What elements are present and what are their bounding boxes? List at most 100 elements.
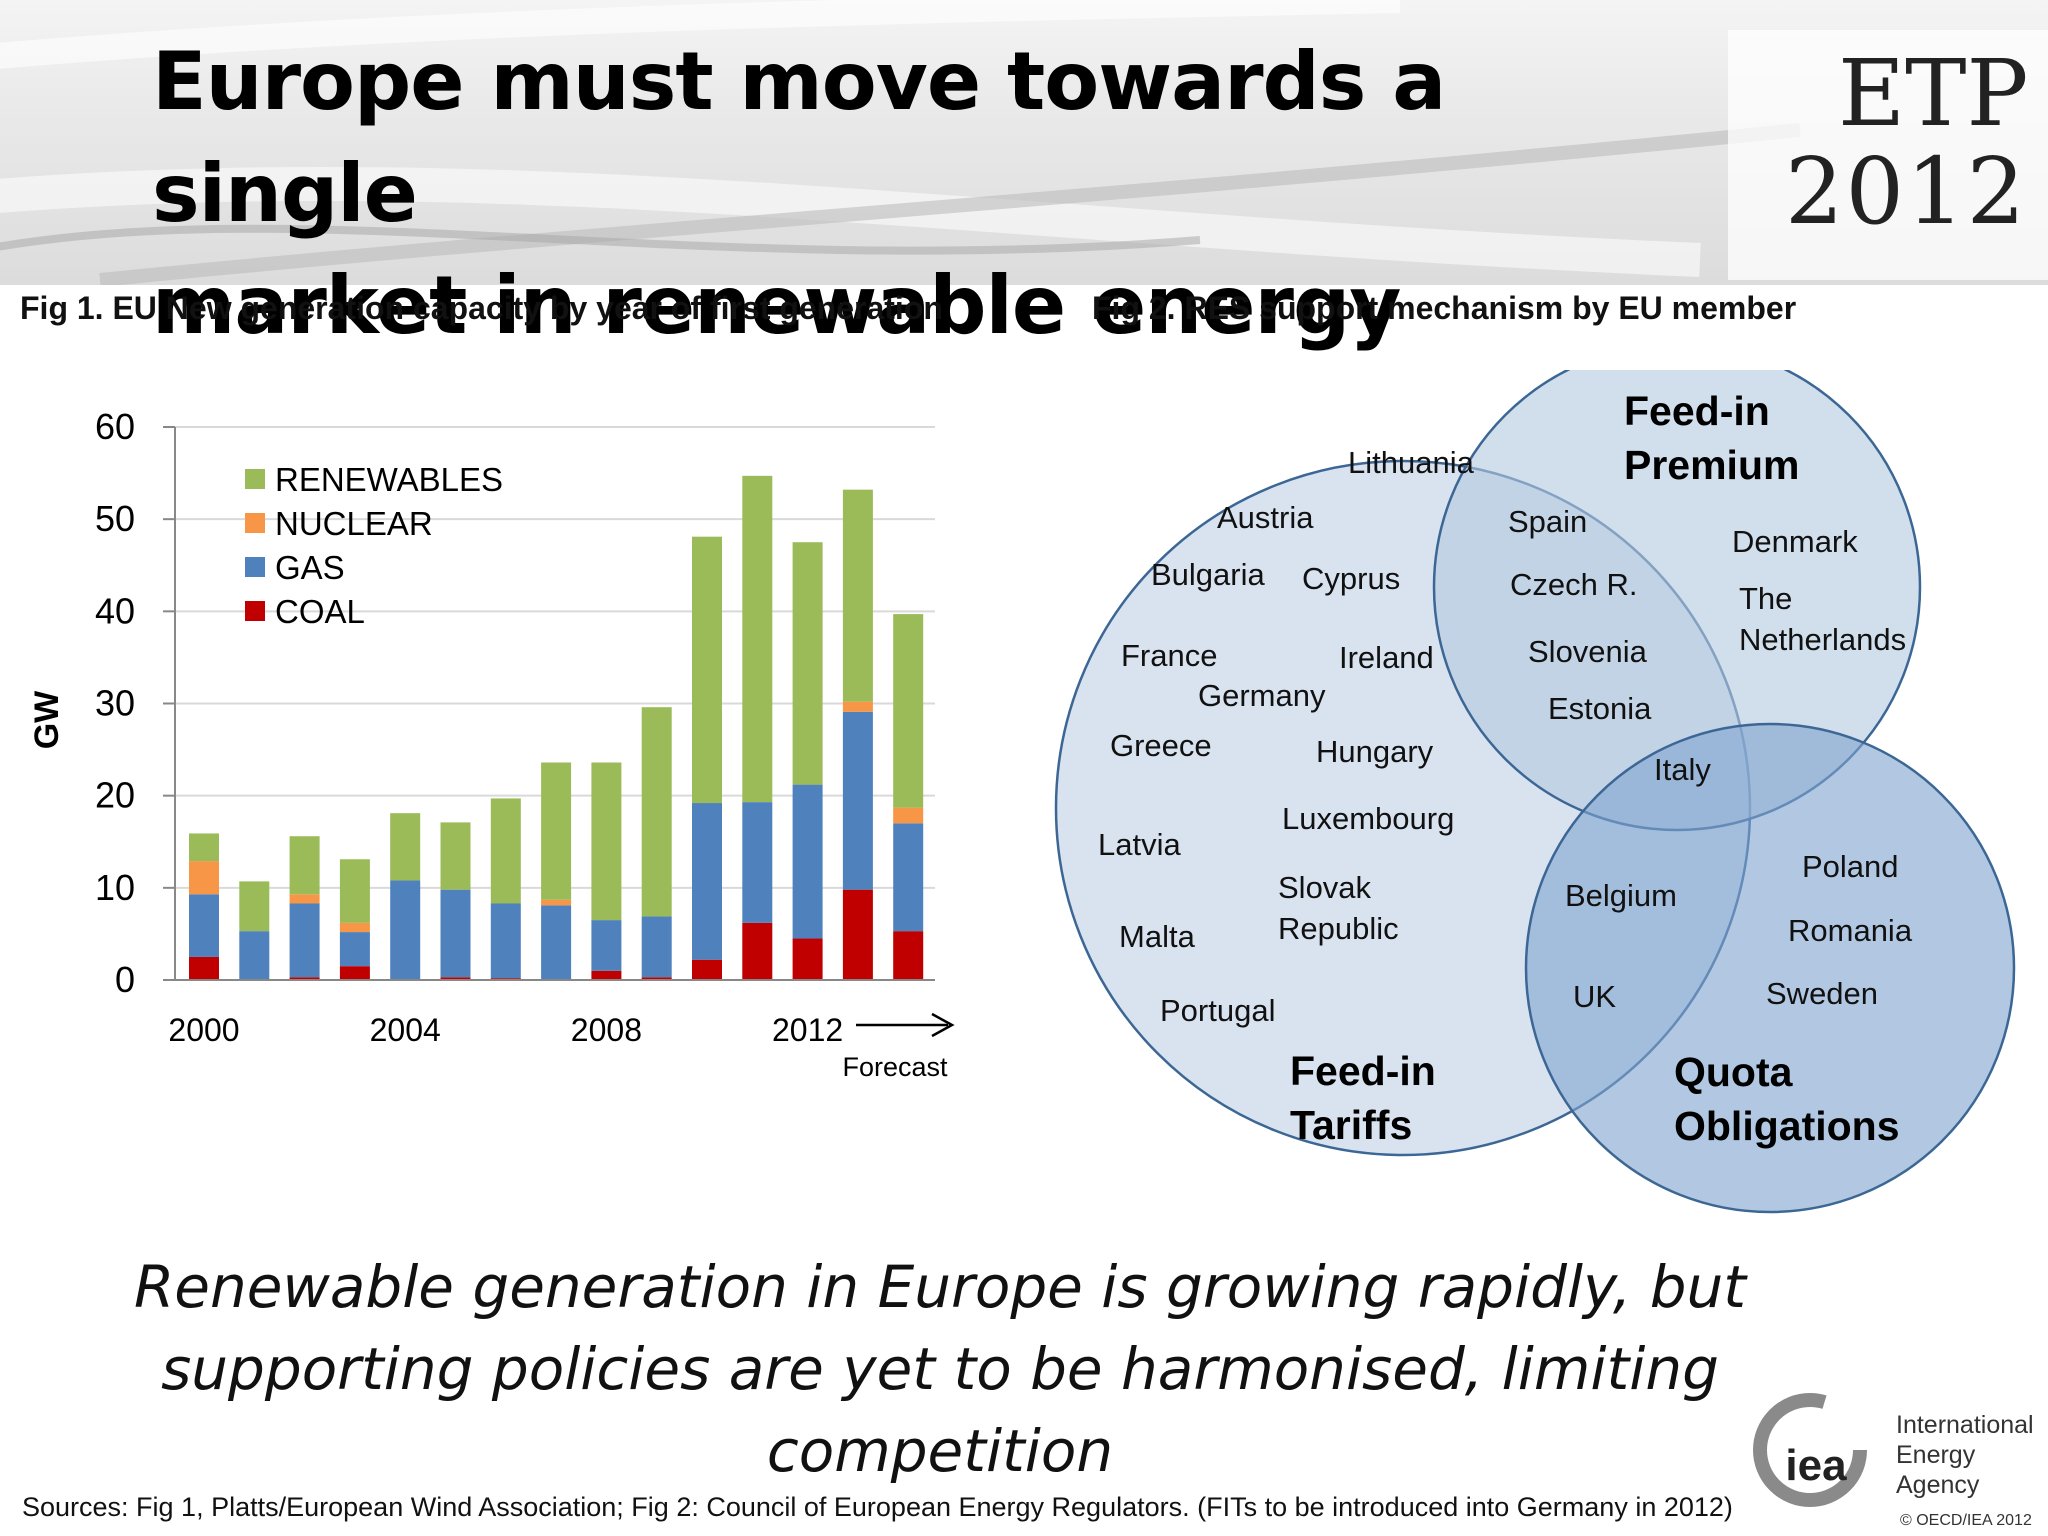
chart-axes: 0 10 20 30 40 50 60 2000 2004 2008 2012 (95, 406, 935, 1048)
venn-country-uk: UK (1573, 979, 1616, 1014)
bar-segment-coal-2008 (591, 970, 622, 980)
venn-country-ireland: Ireland (1339, 640, 1434, 675)
iea-name: International Energy Agency (1896, 1410, 2048, 1500)
bar-segment-coal-2010 (692, 959, 722, 980)
bar-segment-gas-2007 (541, 905, 572, 980)
bar-segment-renewables-2000 (189, 833, 219, 862)
bar-segment-gas-2008 (591, 920, 622, 971)
bar-segment-renewables-2008 (591, 762, 622, 921)
y-tick-label: 0 (115, 959, 135, 1000)
chart-bars (189, 475, 924, 980)
venn-country-belgium: Belgium (1565, 878, 1677, 913)
capacity-bar-chart: 0 10 20 30 40 50 60 2000 2004 2008 2012 RENEWABLES… (28, 406, 955, 1082)
venn-country-latvia: Latvia (1098, 827, 1181, 862)
iea-name-line-1: International (1896, 1411, 2034, 1439)
bar-segment-gas-2001 (239, 931, 270, 980)
venn-country-portugal: Portugal (1160, 993, 1275, 1028)
venn-country-spain: Spain (1508, 504, 1587, 539)
bar-segment-renewables-2004 (390, 813, 421, 881)
support-mechanism-venn: Feed-in Premium Feed-in Tariffs Quota Ob… (1054, 370, 2016, 1214)
venn-country-germany: Germany (1198, 678, 1326, 713)
bar-segment-renewables-2014 (893, 614, 924, 808)
bar-segment-nuclear-2000 (189, 861, 219, 895)
bar-segment-renewables-2011 (742, 475, 773, 803)
bar-segment-coal-2000 (189, 956, 219, 980)
legend-label-renewables: RENEWABLES (275, 461, 503, 498)
venn-country-romania: Romania (1788, 913, 1913, 948)
bar-segment-gas-2005 (440, 889, 471, 978)
conclusion-line-1: Renewable generation in Europe is growin… (133, 1253, 1747, 1321)
sources-note: Sources: Fig 1, Platts/European Wind Ass… (22, 1492, 1733, 1522)
venn-country-france: France (1121, 638, 1217, 673)
venn-country-estonia: Estonia (1548, 691, 1652, 726)
venn-country-italy: Italy (1654, 752, 1711, 787)
quota-set-label: Quota Obligations (1674, 1049, 1900, 1149)
bar-segment-gas-2013 (842, 711, 873, 890)
y-tick-label: 10 (95, 867, 135, 908)
bar-segment-gas-2011 (742, 802, 773, 923)
x-tick-label: 2000 (168, 1012, 239, 1048)
y-axis-label: GW (28, 690, 66, 749)
bar-segment-nuclear-2002 (289, 894, 320, 904)
bar-segment-gas-2010 (692, 803, 722, 960)
bar-segment-gas-2003 (339, 932, 370, 967)
legend-swatch-coal (245, 601, 265, 621)
legend-swatch-nuclear (245, 513, 265, 533)
venn-country-slovenia: Slovenia (1528, 634, 1648, 669)
bar-segment-renewables-2005 (440, 822, 471, 890)
bar-segment-renewables-2013 (842, 489, 873, 702)
bar-segment-gas-2004 (390, 880, 421, 980)
forecast-arrow (856, 1012, 955, 1038)
fig1-caption: Fig 1. EU New generation capacity by yea… (20, 290, 943, 326)
y-tick-label: 20 (95, 775, 135, 816)
forecast-label: Forecast (842, 1052, 948, 1082)
x-tick-label: 2012 (772, 1012, 843, 1048)
venn-country-czech-r-: Czech R. (1510, 567, 1637, 602)
bar-segment-gas-2002 (289, 903, 320, 978)
iea-name-line-2: Energy Agency (1896, 1441, 1980, 1499)
bar-segment-renewables-2007 (541, 762, 572, 900)
bar-segment-renewables-2009 (641, 707, 672, 917)
bar-segment-coal-2014 (893, 931, 924, 980)
bar-segment-coal-2005 (440, 977, 471, 980)
conclusion-line-3: competition (766, 1417, 1114, 1485)
bar-segment-gas-2009 (641, 916, 672, 978)
etp-logo-text: ETP (1838, 40, 2029, 147)
chart-legend: RENEWABLES NUCLEAR GAS COAL (245, 461, 503, 630)
banner-decoration (0, 0, 1801, 285)
bar-segment-nuclear-2014 (893, 807, 924, 824)
header-banner (0, 0, 2048, 285)
y-tick-label: 40 (95, 590, 135, 631)
bar-segment-coal-2012 (792, 938, 823, 980)
legend-label-nuclear: NUCLEAR (275, 505, 433, 542)
venn-country-hungary: Hungary (1316, 734, 1434, 769)
venn-country-poland: Poland (1802, 849, 1899, 884)
legend-label-coal: COAL (275, 593, 365, 630)
bar-segment-renewables-2001 (239, 881, 270, 932)
x-tick-label: 2004 (370, 1012, 441, 1048)
bar-segment-gas-2000 (189, 894, 219, 957)
bar-segment-coal-2003 (339, 966, 370, 980)
legend-swatch-gas (245, 557, 265, 577)
bar-segment-coal-2009 (641, 977, 672, 980)
bar-segment-renewables-2010 (692, 536, 722, 804)
fip-set-label: Feed-in Premium (1624, 388, 1799, 488)
etp-logo-year: 2012 (1785, 138, 2028, 245)
title-line-2: market in renewable energy (152, 259, 1401, 352)
venn-country-greece: Greece (1110, 728, 1212, 763)
bar-segment-coal-2011 (742, 922, 773, 980)
bar-segment-coal-2002 (289, 977, 320, 980)
venn-country-luxembourg: Luxembourg (1282, 801, 1454, 836)
bar-segment-nuclear-2003 (339, 922, 370, 933)
bar-segment-gas-2012 (792, 784, 823, 939)
legend-swatch-renewables (245, 469, 265, 489)
title-line-1: Europe must move towards a single (152, 35, 1446, 240)
y-tick-label: 30 (95, 683, 135, 724)
svg-text:iea: iea (1785, 1441, 1847, 1490)
venn-country-denmark: Denmark (1732, 524, 1858, 559)
bar-segment-renewables-2002 (289, 836, 320, 895)
bar-segment-nuclear-2007 (541, 899, 572, 906)
quota-circle (1524, 722, 2016, 1214)
venn-country-the-netherlands: The Netherlands (1739, 581, 1906, 657)
etp-logo-box (1728, 30, 2048, 280)
